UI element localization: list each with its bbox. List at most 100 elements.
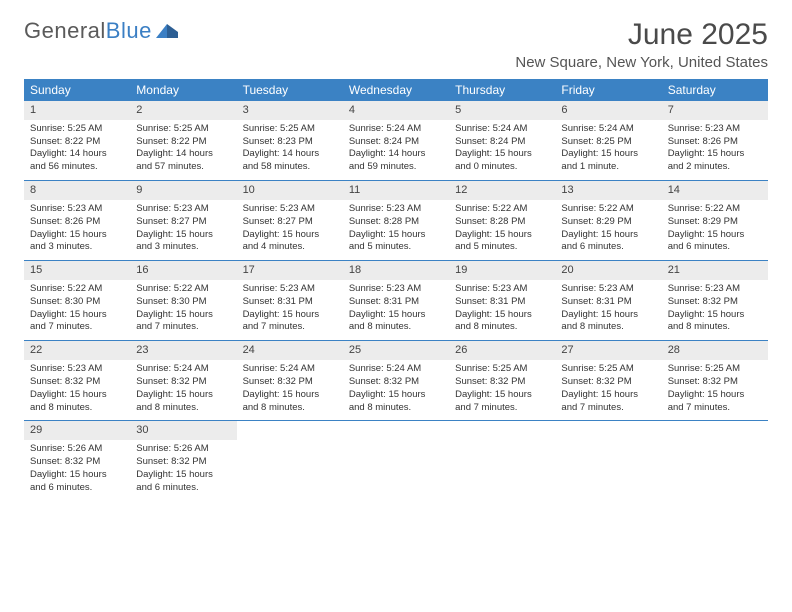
day-number: 7 [662, 101, 768, 120]
day-cell: 27Sunrise: 5:25 AMSunset: 8:32 PMDayligh… [555, 341, 661, 420]
day-content: Sunrise: 5:23 AMSunset: 8:31 PMDaylight:… [555, 280, 661, 340]
sunset-text: Sunset: 8:28 PM [349, 216, 443, 229]
day-number: 9 [130, 181, 236, 200]
daylight-text: Daylight: 15 hours and 8 minutes. [136, 389, 230, 415]
day-header: Wednesday [343, 79, 449, 101]
day-number: 2 [130, 101, 236, 120]
sunset-text: Sunset: 8:32 PM [668, 296, 762, 309]
sunset-text: Sunset: 8:32 PM [455, 376, 549, 389]
day-number: 18 [343, 261, 449, 280]
day-header: Friday [555, 79, 661, 101]
day-number: 15 [24, 261, 130, 280]
sunrise-text: Sunrise: 5:26 AM [136, 443, 230, 456]
day-content: Sunrise: 5:22 AMSunset: 8:30 PMDaylight:… [130, 280, 236, 340]
sunset-text: Sunset: 8:29 PM [668, 216, 762, 229]
day-number: 16 [130, 261, 236, 280]
day-cell: 9Sunrise: 5:23 AMSunset: 8:27 PMDaylight… [130, 181, 236, 260]
day-cell: 12Sunrise: 5:22 AMSunset: 8:28 PMDayligh… [449, 181, 555, 260]
sunset-text: Sunset: 8:28 PM [455, 216, 549, 229]
sunset-text: Sunset: 8:32 PM [349, 376, 443, 389]
sunset-text: Sunset: 8:26 PM [668, 136, 762, 149]
day-number: 3 [237, 101, 343, 120]
sunrise-text: Sunrise: 5:23 AM [243, 203, 337, 216]
sunset-text: Sunset: 8:31 PM [349, 296, 443, 309]
daylight-text: Daylight: 15 hours and 6 minutes. [136, 469, 230, 495]
sunrise-text: Sunrise: 5:25 AM [30, 123, 124, 136]
sunrise-text: Sunrise: 5:24 AM [243, 363, 337, 376]
sunrise-text: Sunrise: 5:24 AM [455, 123, 549, 136]
day-cell: 4Sunrise: 5:24 AMSunset: 8:24 PMDaylight… [343, 101, 449, 180]
day-content: Sunrise: 5:24 AMSunset: 8:32 PMDaylight:… [237, 360, 343, 420]
day-content: Sunrise: 5:23 AMSunset: 8:27 PMDaylight:… [237, 200, 343, 260]
day-cell [662, 421, 768, 500]
day-number: 23 [130, 341, 236, 360]
day-content: Sunrise: 5:26 AMSunset: 8:32 PMDaylight:… [24, 440, 130, 500]
day-content: Sunrise: 5:22 AMSunset: 8:29 PMDaylight:… [555, 200, 661, 260]
day-header-row: SundayMondayTuesdayWednesdayThursdayFrid… [24, 79, 768, 101]
day-cell: 7Sunrise: 5:23 AMSunset: 8:26 PMDaylight… [662, 101, 768, 180]
daylight-text: Daylight: 15 hours and 8 minutes. [561, 309, 655, 335]
day-content: Sunrise: 5:25 AMSunset: 8:22 PMDaylight:… [130, 120, 236, 180]
sunrise-text: Sunrise: 5:24 AM [349, 363, 443, 376]
day-cell: 30Sunrise: 5:26 AMSunset: 8:32 PMDayligh… [130, 421, 236, 500]
day-cell: 23Sunrise: 5:24 AMSunset: 8:32 PMDayligh… [130, 341, 236, 420]
daylight-text: Daylight: 15 hours and 3 minutes. [136, 229, 230, 255]
day-cell: 21Sunrise: 5:23 AMSunset: 8:32 PMDayligh… [662, 261, 768, 340]
day-content: Sunrise: 5:23 AMSunset: 8:32 PMDaylight:… [24, 360, 130, 420]
daylight-text: Daylight: 15 hours and 8 minutes. [349, 309, 443, 335]
sunset-text: Sunset: 8:25 PM [561, 136, 655, 149]
sunrise-text: Sunrise: 5:23 AM [561, 283, 655, 296]
day-cell [555, 421, 661, 500]
logo-mark-icon [156, 18, 178, 44]
day-content: Sunrise: 5:23 AMSunset: 8:31 PMDaylight:… [449, 280, 555, 340]
day-number: 11 [343, 181, 449, 200]
day-number: 26 [449, 341, 555, 360]
sunrise-text: Sunrise: 5:25 AM [668, 363, 762, 376]
day-content: Sunrise: 5:25 AMSunset: 8:32 PMDaylight:… [555, 360, 661, 420]
day-header: Saturday [662, 79, 768, 101]
sunrise-text: Sunrise: 5:25 AM [243, 123, 337, 136]
sunrise-text: Sunrise: 5:24 AM [136, 363, 230, 376]
daylight-text: Daylight: 15 hours and 3 minutes. [30, 229, 124, 255]
day-content: Sunrise: 5:24 AMSunset: 8:24 PMDaylight:… [449, 120, 555, 180]
logo: GeneralBlue [24, 18, 178, 44]
day-content: Sunrise: 5:26 AMSunset: 8:32 PMDaylight:… [130, 440, 236, 500]
sunrise-text: Sunrise: 5:23 AM [668, 123, 762, 136]
logo-text-2: Blue [106, 18, 152, 44]
day-cell: 25Sunrise: 5:24 AMSunset: 8:32 PMDayligh… [343, 341, 449, 420]
sunrise-text: Sunrise: 5:23 AM [30, 363, 124, 376]
day-cell: 26Sunrise: 5:25 AMSunset: 8:32 PMDayligh… [449, 341, 555, 420]
header: GeneralBlue June 2025 New Square, New Yo… [24, 18, 768, 71]
day-content: Sunrise: 5:24 AMSunset: 8:32 PMDaylight:… [343, 360, 449, 420]
daylight-text: Daylight: 15 hours and 8 minutes. [243, 389, 337, 415]
sunrise-text: Sunrise: 5:22 AM [30, 283, 124, 296]
sunset-text: Sunset: 8:32 PM [561, 376, 655, 389]
day-number: 29 [24, 421, 130, 440]
sunset-text: Sunset: 8:32 PM [668, 376, 762, 389]
sunrise-text: Sunrise: 5:23 AM [455, 283, 549, 296]
sunset-text: Sunset: 8:24 PM [455, 136, 549, 149]
day-content: Sunrise: 5:22 AMSunset: 8:28 PMDaylight:… [449, 200, 555, 260]
daylight-text: Daylight: 14 hours and 59 minutes. [349, 148, 443, 174]
daylight-text: Daylight: 14 hours and 58 minutes. [243, 148, 337, 174]
title-block: June 2025 New Square, New York, United S… [515, 18, 768, 71]
day-content: Sunrise: 5:23 AMSunset: 8:31 PMDaylight:… [237, 280, 343, 340]
day-cell: 29Sunrise: 5:26 AMSunset: 8:32 PMDayligh… [24, 421, 130, 500]
day-number: 30 [130, 421, 236, 440]
day-number: 20 [555, 261, 661, 280]
day-content: Sunrise: 5:24 AMSunset: 8:24 PMDaylight:… [343, 120, 449, 180]
daylight-text: Daylight: 15 hours and 8 minutes. [349, 389, 443, 415]
daylight-text: Daylight: 15 hours and 4 minutes. [243, 229, 337, 255]
daylight-text: Daylight: 15 hours and 6 minutes. [561, 229, 655, 255]
day-number: 28 [662, 341, 768, 360]
day-number: 22 [24, 341, 130, 360]
daylight-text: Daylight: 15 hours and 6 minutes. [668, 229, 762, 255]
sunrise-text: Sunrise: 5:22 AM [561, 203, 655, 216]
daylight-text: Daylight: 15 hours and 7 minutes. [668, 389, 762, 415]
sunrise-text: Sunrise: 5:24 AM [561, 123, 655, 136]
week-row: 22Sunrise: 5:23 AMSunset: 8:32 PMDayligh… [24, 341, 768, 421]
day-header: Sunday [24, 79, 130, 101]
day-cell [237, 421, 343, 500]
day-content: Sunrise: 5:25 AMSunset: 8:32 PMDaylight:… [449, 360, 555, 420]
day-cell: 20Sunrise: 5:23 AMSunset: 8:31 PMDayligh… [555, 261, 661, 340]
